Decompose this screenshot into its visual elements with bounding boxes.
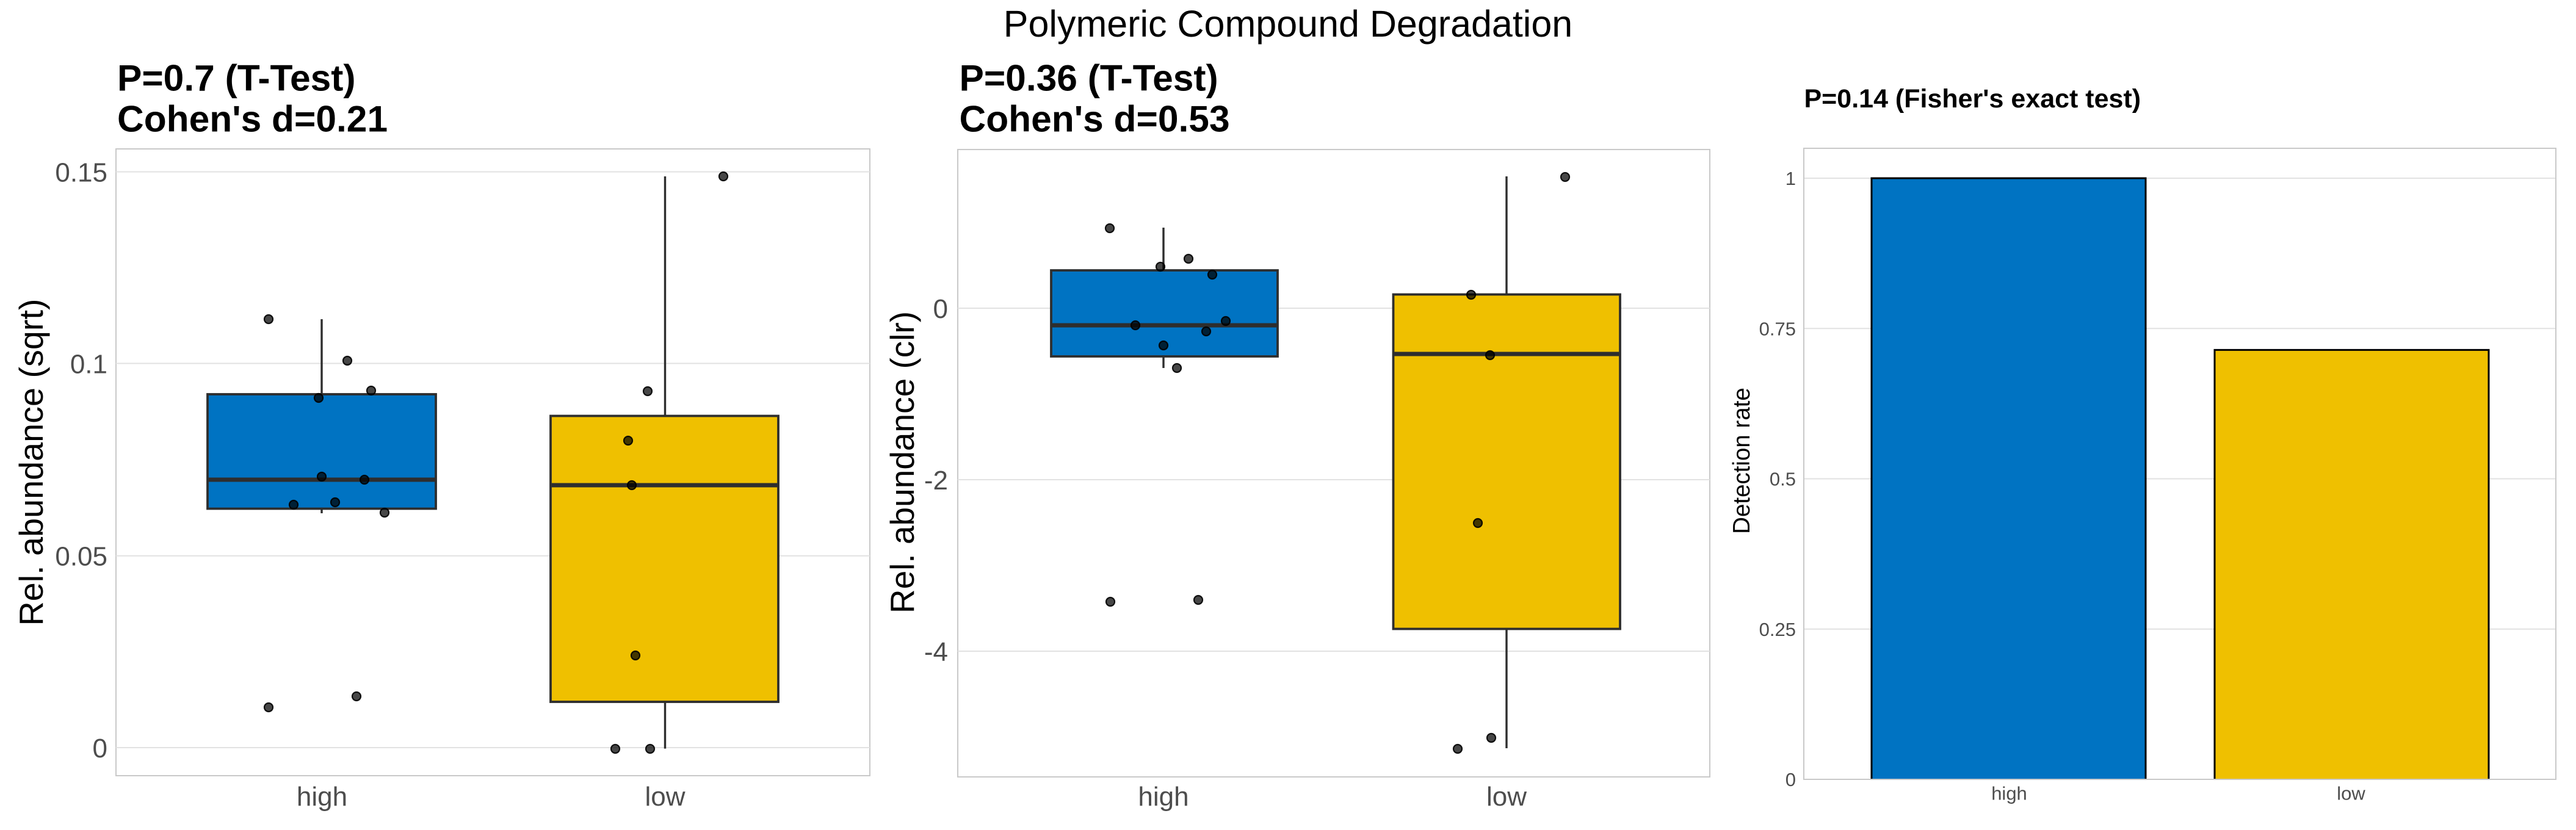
svg-text:Cohen's d=0.21: Cohen's d=0.21 <box>117 98 388 140</box>
svg-text:Rel. abundance (sqrt): Rel. abundance (sqrt) <box>12 299 50 626</box>
svg-text:0.1: 0.1 <box>70 349 107 379</box>
svg-text:0: 0 <box>93 734 107 763</box>
svg-text:0: 0 <box>933 294 948 324</box>
svg-text:-4: -4 <box>924 637 948 667</box>
svg-text:high: high <box>1138 782 1189 812</box>
svg-text:0.75: 0.75 <box>1759 318 1796 339</box>
svg-text:0: 0 <box>1785 769 1796 790</box>
svg-text:high: high <box>297 782 347 812</box>
svg-text:Cohen's d=0.53: Cohen's d=0.53 <box>960 98 1230 140</box>
svg-text:P=0.14 (Fisher's exact test): P=0.14 (Fisher's exact test) <box>1804 84 2141 114</box>
svg-text:low: low <box>645 782 685 812</box>
svg-text:high: high <box>1991 783 2027 804</box>
svg-text:0.25: 0.25 <box>1759 619 1796 640</box>
svg-text:low: low <box>1486 782 1527 812</box>
svg-text:Detection rate: Detection rate <box>1729 388 1755 534</box>
svg-text:0.5: 0.5 <box>1770 469 1796 490</box>
svg-text:0.15: 0.15 <box>55 157 107 187</box>
svg-text:Polymeric Compound Degradation: Polymeric Compound Degradation <box>1004 3 1572 45</box>
svg-text:P=0.7 (T-Test): P=0.7 (T-Test) <box>117 57 356 98</box>
svg-text:low: low <box>2337 783 2365 804</box>
svg-text:-2: -2 <box>924 466 948 496</box>
svg-text:Rel. abundance (clr): Rel. abundance (clr) <box>883 311 921 613</box>
svg-text:1: 1 <box>1785 168 1796 189</box>
svg-text:P=0.36 (T-Test): P=0.36 (T-Test) <box>960 57 1218 98</box>
svg-text:0.05: 0.05 <box>55 542 107 572</box>
